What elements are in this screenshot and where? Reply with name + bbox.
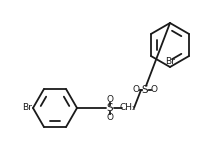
Text: S: S bbox=[142, 85, 148, 95]
Text: S: S bbox=[107, 103, 113, 113]
Text: O: O bbox=[132, 86, 140, 94]
Text: O: O bbox=[107, 112, 114, 122]
Text: Br: Br bbox=[22, 104, 32, 112]
Text: CH₂: CH₂ bbox=[120, 104, 136, 112]
Text: O: O bbox=[151, 86, 157, 94]
Text: Br: Br bbox=[165, 57, 175, 66]
Text: O: O bbox=[107, 94, 114, 104]
